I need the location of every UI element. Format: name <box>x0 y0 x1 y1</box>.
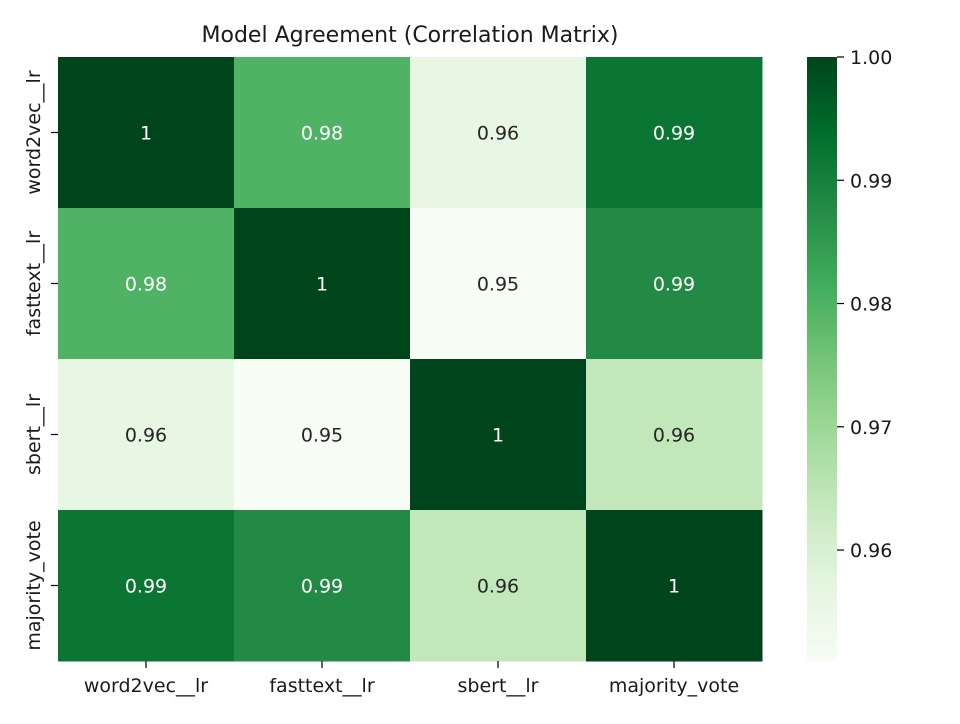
heatmap-cell <box>58 510 235 662</box>
heatmap-cell <box>586 57 763 209</box>
colorbar-gradient <box>807 57 837 661</box>
heatmap-cell <box>58 57 235 209</box>
heatmap-cell <box>410 510 587 662</box>
cell-value-label: 0.99 <box>653 123 695 145</box>
colorbar-tick-label: 1.00 <box>850 47 892 69</box>
x-tick-label: sbert__lr <box>457 675 538 697</box>
cell-value-label: 0.96 <box>477 123 519 145</box>
heatmap-cell <box>586 510 763 662</box>
x-tick-label: word2vec__lr <box>84 675 208 697</box>
cell-value-label: 0.96 <box>653 425 695 447</box>
cell-value-label: 0.95 <box>301 425 343 447</box>
y-axis: word2vec__lr fasttext__lr sbert__lrmajorit… <box>23 70 58 651</box>
heatmap-cell <box>410 57 587 209</box>
heatmap-cell <box>58 208 235 360</box>
cell-value-label: 1 <box>316 274 328 296</box>
cell-value-label: 1 <box>668 576 680 598</box>
heatmap-cell <box>234 208 411 360</box>
heatmap-cell <box>234 510 411 662</box>
x-axis: word2vec__lr fasttext__lr sbert__lr majorit… <box>84 661 739 697</box>
y-tick-label: sbert__lr <box>23 394 45 475</box>
heatmap-cell <box>410 359 587 511</box>
colorbar: 0.96 0.97 0.98 0.99 1.00 <box>807 47 892 661</box>
heatmap-cell <box>410 208 587 360</box>
cell-value-label: 0.98 <box>125 274 167 296</box>
cell-value-label: 0.99 <box>125 576 167 598</box>
y-tick-label: fasttext__lr <box>23 231 45 336</box>
cell-value-label: 0.98 <box>301 123 343 145</box>
heatmap-cell <box>586 208 763 360</box>
cell-value-label: 0.99 <box>653 274 695 296</box>
y-tick-label: word2vec__lr <box>23 70 45 194</box>
x-tick-label: fasttext__lr <box>269 675 374 697</box>
colorbar-tick-label: 0.99 <box>850 170 892 192</box>
cell-value-label: 1 <box>492 425 504 447</box>
colorbar-tick-label: 0.98 <box>850 294 892 316</box>
cell-value-label: 0.96 <box>477 576 519 598</box>
cell-value-label: 0.99 <box>301 576 343 598</box>
y-tick-label: majority_vote <box>23 520 45 650</box>
heatmap-cell <box>234 57 411 209</box>
cell-value-label: 0.96 <box>125 425 167 447</box>
cell-value-label: 1 <box>140 123 152 145</box>
heatmap-cell <box>58 359 235 511</box>
colorbar-tick-label: 0.97 <box>850 417 892 439</box>
x-tick-label: majority_vote <box>609 675 739 697</box>
heatmap-cell <box>234 359 411 511</box>
chart-title: Model Agreement (Correlation Matrix) <box>202 23 619 48</box>
heatmap-cell-labels: 1 0.98 0.96 0.99 0.98 1 0.95 0.99 0.96 0.95 1 0.96 0… <box>125 123 695 598</box>
heatmap-cell <box>586 359 763 511</box>
cell-value-label: 0.95 <box>477 274 519 296</box>
colorbar-tick-label: 0.96 <box>850 540 892 562</box>
heatmap-cells <box>58 57 763 662</box>
